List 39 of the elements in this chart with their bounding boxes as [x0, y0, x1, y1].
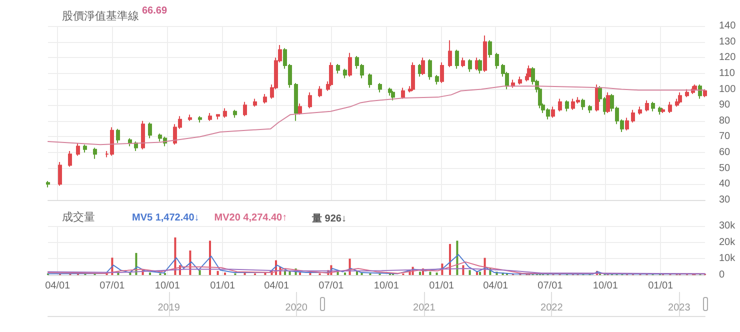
x-tick-label: 01/01: [648, 280, 674, 292]
y-tick-label: 90: [719, 100, 731, 111]
chart-title: 股價淨值基準線: [62, 10, 139, 22]
text: MV5 1,472.40↓: [132, 212, 200, 224]
y-tick-label: 70: [719, 131, 731, 142]
y-tick-label: 30: [719, 194, 731, 206]
x-tick-label: 10/01: [154, 280, 180, 292]
y-tick-label: 30k: [719, 220, 736, 232]
x2-tick-label: 2023: [668, 302, 691, 314]
y-tick-label: 80: [719, 115, 731, 126]
x-tick-label: 04/01: [264, 280, 290, 292]
x2-tick-label: 2022: [540, 302, 564, 314]
x-tick-label: 01/01: [210, 280, 236, 292]
x2-tick-label: 2020: [285, 302, 308, 314]
y-tick-label: 110: [719, 68, 736, 79]
x2-tick-label: 2019: [158, 302, 180, 314]
y-tick-label: 40: [719, 178, 731, 190]
y-tick-label: 20k: [719, 236, 736, 248]
y-tick-label: 10k: [719, 253, 736, 264]
y-tick-label: 130: [719, 36, 736, 48]
x-tick-label: 04/01: [45, 280, 71, 292]
chart-title: 成交量: [62, 210, 95, 224]
y-tick-label: 0: [719, 270, 725, 280]
y-tick-label: 120: [719, 52, 736, 64]
x-tick-label: 07/01: [538, 280, 564, 292]
x-tick-label: 07/01: [100, 280, 126, 292]
x-tick-label: 10/01: [374, 280, 400, 292]
text: 量 926↓: [311, 212, 346, 224]
y-tick-label: 60: [719, 147, 731, 158]
text: MV20 4,274.40↑: [214, 212, 288, 224]
x-tick-label: 07/01: [318, 280, 344, 292]
x-tick-label: 04/01: [483, 280, 509, 292]
y-tick-label: 50: [719, 162, 731, 174]
x2-tick-label: 2021: [413, 302, 436, 314]
text: 66.69: [142, 6, 168, 16]
x-tick-label: 10/01: [592, 280, 618, 292]
x-tick-label: 01/01: [429, 280, 455, 292]
y-tick-label: 140: [719, 20, 736, 32]
y-tick-label: 100: [719, 84, 736, 95]
